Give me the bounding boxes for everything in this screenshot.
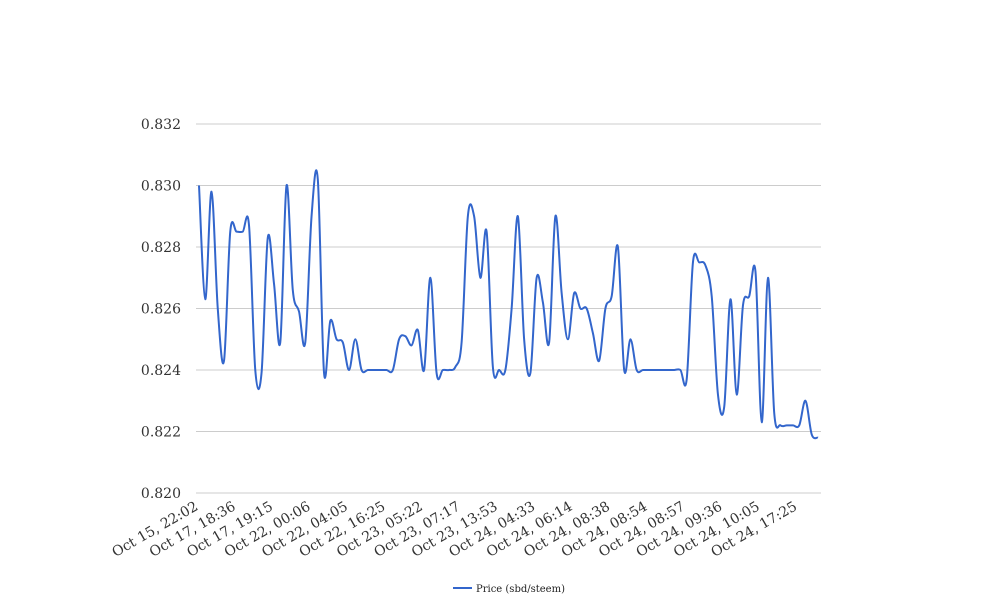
series-layer <box>198 169 819 440</box>
y-axis: 0.820 0.822 0.824 0.826 0.828 0.830 0.832 <box>141 117 181 502</box>
y-tick-label-3: 0.826 <box>141 302 181 318</box>
y-tick-label-6: 0.832 <box>141 117 181 133</box>
y-tick-label-1: 0.822 <box>141 425 181 441</box>
grid-layer <box>196 123 821 494</box>
y-tick-label-5: 0.830 <box>141 179 181 195</box>
legend-label-0[interactable]: Price (sbd/steem) <box>476 584 565 595</box>
legend[interactable]: Price (sbd/steem) <box>453 584 565 595</box>
y-tick-label-0: 0.820 <box>141 486 181 502</box>
series-line-0 <box>198 169 819 440</box>
y-tick-label-4: 0.828 <box>141 240 181 256</box>
y-tick-label-2: 0.824 <box>141 363 181 379</box>
